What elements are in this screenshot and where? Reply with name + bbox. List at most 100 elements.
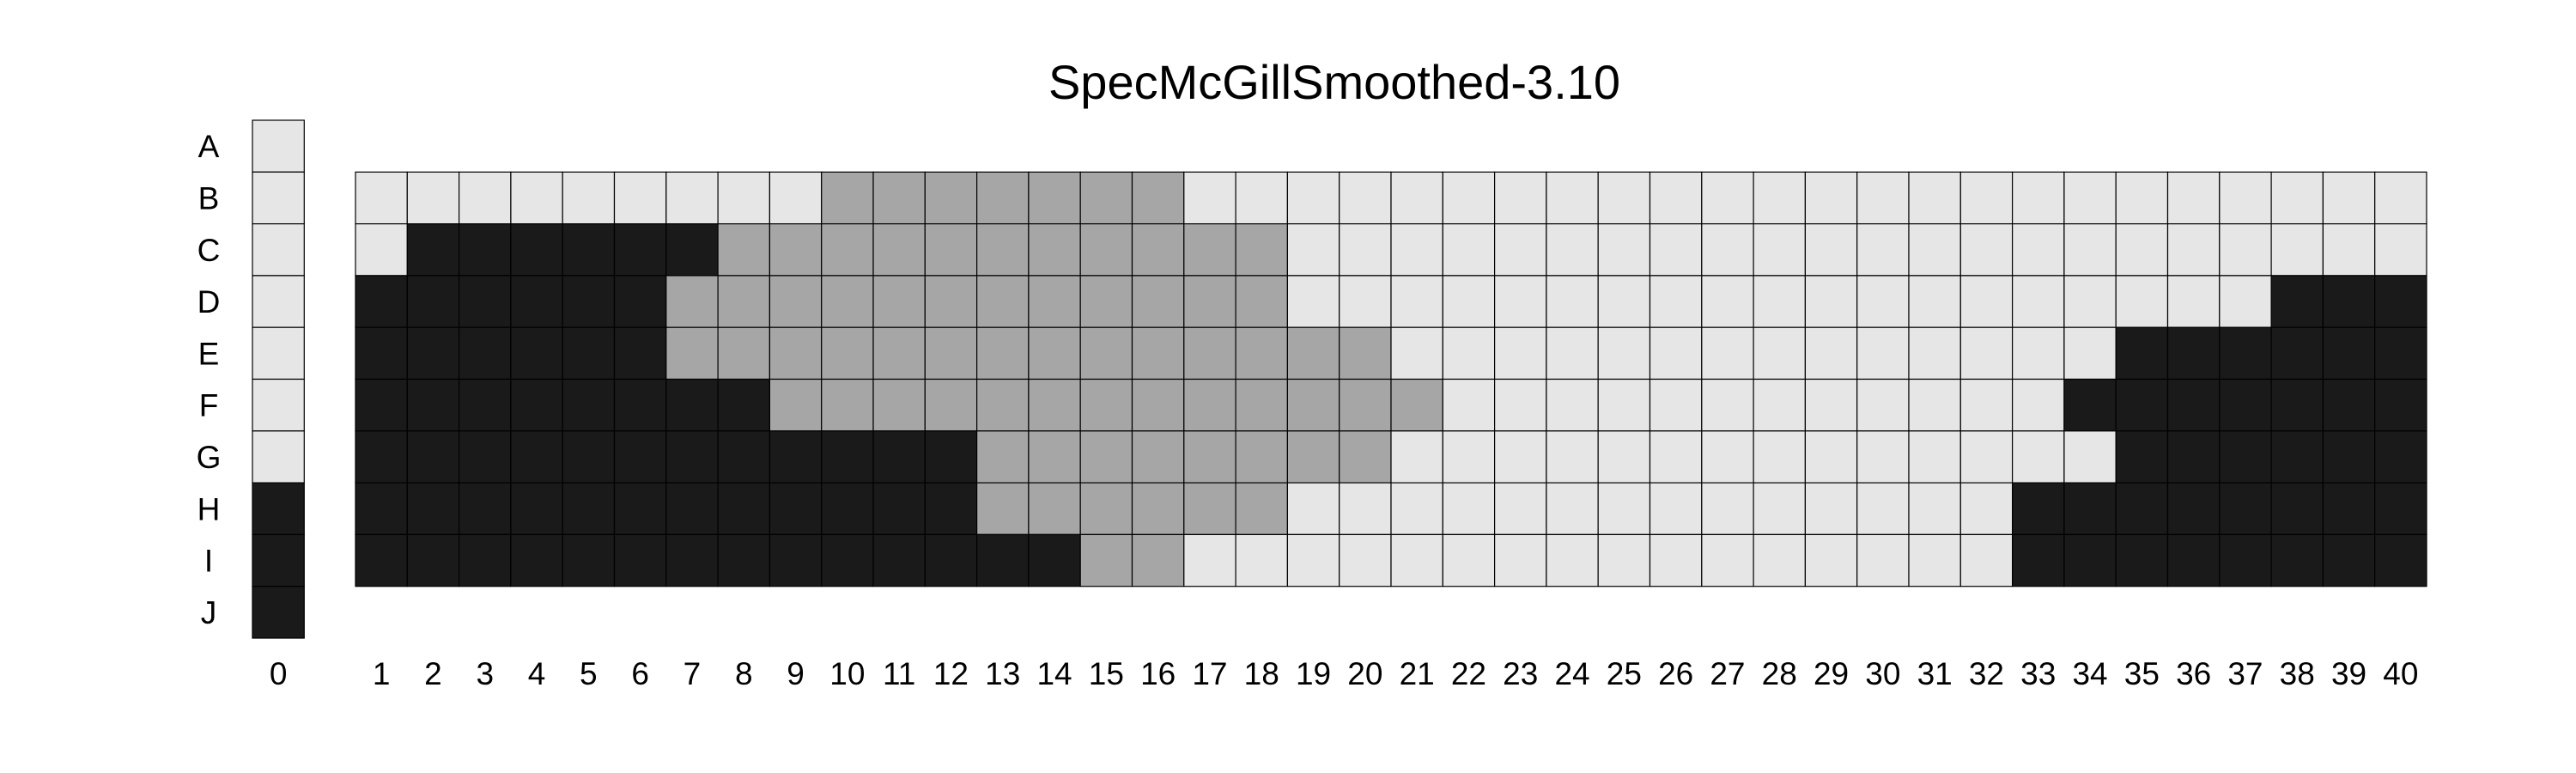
cell-b-27	[1701, 171, 1754, 225]
cell-e-27	[1701, 326, 1754, 380]
cell-b-3	[458, 171, 512, 225]
cell-b-9	[769, 171, 823, 225]
cell-f-1	[355, 378, 408, 432]
column-label-11: 11	[883, 656, 915, 691]
cell-i-7	[665, 533, 719, 587]
cell-i-26	[1649, 533, 1703, 587]
cell-i-37	[2219, 533, 2272, 587]
cell-c-15	[1079, 223, 1133, 277]
cell-b-29	[1804, 171, 1858, 225]
cell-e-18	[1235, 326, 1288, 380]
column-label-36: 36	[2176, 656, 2211, 691]
cell-h-29	[1804, 482, 1858, 535]
cell-i-40	[2374, 533, 2427, 587]
cell-b-39	[2322, 171, 2376, 225]
cell-c-12	[924, 223, 978, 277]
cell-b-1	[355, 171, 408, 225]
cell-g-30	[1856, 430, 1910, 484]
cell-e-37	[2219, 326, 2272, 380]
cell-c-39	[2322, 223, 2376, 277]
cell-h-9	[769, 482, 823, 535]
cell-c-21	[1390, 223, 1443, 277]
cell-i-20	[1339, 533, 1392, 587]
cell-g-6	[613, 430, 667, 484]
cell-c-31	[1908, 223, 1961, 277]
cell-c-19	[1286, 223, 1340, 277]
cell-b-18	[1235, 171, 1288, 225]
cell-c-27	[1701, 223, 1754, 277]
cell-i-35	[2115, 533, 2169, 587]
cell-e-3	[458, 326, 512, 380]
cell-g-22	[1442, 430, 1496, 484]
cell-g-8	[717, 430, 770, 484]
cell-h-23	[1493, 482, 1547, 535]
cell-f-13	[975, 378, 1030, 432]
cell-i-29	[1804, 533, 1858, 587]
cell-e-8	[717, 326, 770, 380]
cell-c-33	[2012, 223, 2065, 277]
cell-b-40	[2374, 171, 2427, 225]
column-label-40: 40	[2383, 656, 2418, 691]
column-label-35: 35	[2124, 656, 2160, 691]
cell-d-12	[924, 275, 978, 328]
column-label-34: 34	[2072, 656, 2107, 691]
cell-h-8	[717, 482, 770, 535]
row-label-c: C	[197, 233, 221, 268]
cell-d-17	[1183, 275, 1236, 328]
column-label-28: 28	[1762, 656, 1797, 691]
cell-c-34	[2063, 223, 2117, 277]
cell-e-1	[355, 326, 408, 380]
cell-g-0	[252, 430, 305, 484]
cell-c-10	[821, 223, 874, 277]
column-label-22: 22	[1451, 656, 1486, 691]
cell-d-26	[1649, 275, 1703, 328]
cell-g-16	[1131, 430, 1185, 484]
column-label-30: 30	[1865, 656, 1900, 691]
cell-g-21	[1390, 430, 1443, 484]
cell-b-14	[1028, 171, 1081, 225]
cell-h-33	[2012, 482, 2065, 535]
cell-i-3	[458, 533, 512, 587]
column-label-10: 10	[829, 656, 865, 691]
cell-b-2	[406, 171, 460, 225]
column-label-9: 9	[787, 656, 805, 691]
cell-g-33	[2012, 430, 2065, 484]
cell-b-28	[1753, 171, 1806, 225]
cell-d-11	[872, 275, 926, 328]
cell-g-26	[1649, 430, 1703, 484]
cell-e-22	[1442, 326, 1496, 380]
cell-e-23	[1493, 326, 1547, 380]
cell-c-23	[1493, 223, 1547, 277]
cell-c-1	[355, 223, 408, 277]
cell-d-38	[2270, 275, 2324, 328]
cell-b-21	[1390, 171, 1443, 225]
cell-h-6	[613, 482, 667, 535]
cell-b-30	[1856, 171, 1910, 225]
cell-f-31	[1908, 378, 1961, 432]
cell-d-37	[2219, 275, 2272, 328]
cell-h-36	[2166, 482, 2221, 535]
cell-e-31	[1908, 326, 1961, 380]
cell-d-6	[613, 275, 667, 328]
cell-e-30	[1856, 326, 1910, 380]
cell-h-12	[924, 482, 978, 535]
cell-h-13	[975, 482, 1030, 535]
cell-i-11	[872, 533, 926, 587]
cell-d-40	[2374, 275, 2427, 328]
cell-i-16	[1131, 533, 1185, 587]
cell-f-33	[2012, 378, 2065, 432]
cell-e-33	[2012, 326, 2065, 380]
cell-i-21	[1390, 533, 1443, 587]
cell-d-21	[1390, 275, 1443, 328]
cell-i-32	[1959, 533, 2014, 587]
cell-f-8	[717, 378, 770, 432]
cell-b-10	[821, 171, 874, 225]
cell-f-11	[872, 378, 926, 432]
cell-b-13	[975, 171, 1030, 225]
cell-f-18	[1235, 378, 1288, 432]
cell-b-4	[510, 171, 563, 225]
cell-e-6	[613, 326, 667, 380]
cell-a-0	[252, 119, 305, 173]
cell-f-34	[2063, 378, 2117, 432]
